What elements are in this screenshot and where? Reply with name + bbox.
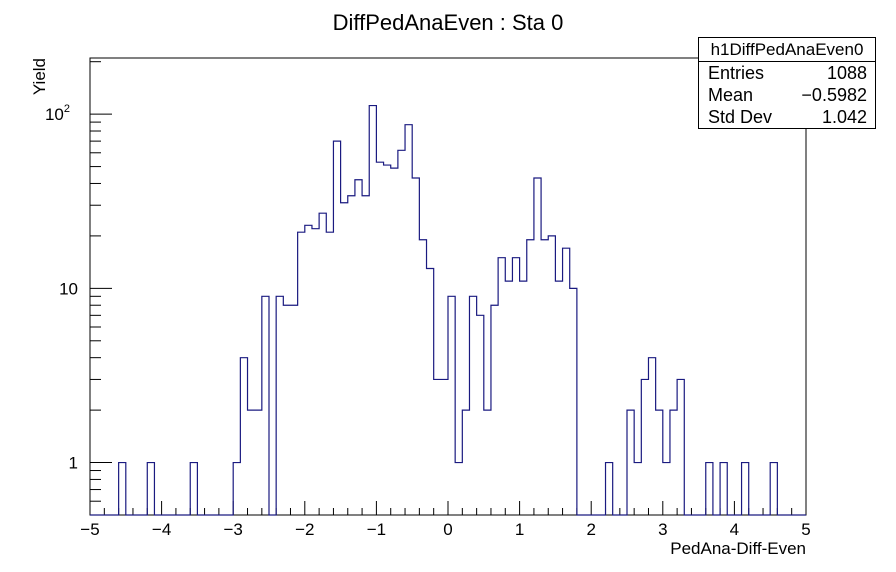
histogram-bin	[656, 410, 663, 515]
histogram-bin	[742, 463, 749, 515]
y-tick-label: 1	[69, 454, 78, 473]
histogram-bin	[391, 168, 398, 515]
histogram-bin	[706, 463, 713, 515]
histogram-bin	[462, 410, 469, 515]
histogram-bin	[248, 410, 255, 515]
stats-row-entries: Entries 1088	[699, 62, 875, 84]
histogram-bin	[512, 258, 519, 515]
histogram-bin	[355, 180, 362, 515]
histogram-bin	[505, 281, 512, 515]
histogram-bin	[527, 240, 534, 515]
y-tick-label: 102	[45, 103, 70, 124]
histogram-bin	[541, 240, 548, 515]
histogram-outline	[90, 104, 806, 516]
histogram-bin	[498, 258, 505, 515]
histogram-bin	[520, 281, 527, 515]
histogram-bin	[677, 379, 684, 515]
stats-row-mean: Mean −0.5982	[699, 84, 875, 106]
histogram-bin	[448, 296, 455, 515]
histogram-bin	[276, 296, 283, 515]
histogram-bin	[312, 229, 319, 515]
histogram-bin	[627, 410, 634, 515]
x-tick-label: 5	[801, 520, 810, 539]
histogram-bin	[477, 315, 484, 515]
histogram-bin	[484, 410, 491, 515]
stats-box: h1DiffPedAnaEven0 Entries 1088 Mean −0.5…	[698, 37, 876, 129]
histogram-bin	[419, 240, 426, 515]
histogram-bin	[369, 106, 376, 515]
stats-entries-value: 1088	[826, 63, 867, 83]
histogram-bin	[641, 379, 648, 515]
histogram-bin	[570, 288, 577, 515]
histogram-bin	[469, 296, 476, 515]
histogram-bin	[190, 463, 197, 515]
x-axis-label: PedAna-Diff-Even	[670, 539, 806, 558]
histogram-bin	[398, 150, 405, 515]
histogram-bin	[283, 305, 290, 515]
histogram-bin	[233, 463, 240, 515]
y-tick-label: 10	[59, 279, 78, 298]
histogram-bin	[240, 358, 247, 515]
stats-stddev-value: 1.042	[821, 107, 867, 127]
stats-mean-label: Mean	[708, 85, 754, 105]
histogram-bin	[441, 379, 448, 515]
histogram-bin	[147, 463, 154, 515]
histogram-bin	[362, 196, 369, 515]
histogram-bin	[720, 463, 727, 515]
histogram-bin	[434, 379, 441, 515]
x-tick-label: −1	[367, 520, 386, 539]
histogram-bin	[491, 305, 498, 515]
histogram-bin	[405, 125, 412, 515]
y-axis-label: Yield	[30, 58, 49, 95]
histogram-bin	[326, 232, 333, 515]
histogram-bin	[770, 463, 777, 515]
x-tick-label: −3	[224, 520, 243, 539]
histogram-bin	[255, 410, 262, 515]
stats-box-name: h1DiffPedAnaEven0	[699, 38, 875, 62]
histogram-bin	[634, 463, 641, 515]
histogram-bin	[376, 162, 383, 515]
histogram-bin	[348, 196, 355, 515]
histogram-bin	[119, 463, 126, 515]
histogram-bin	[670, 410, 677, 515]
histogram-bin	[341, 203, 348, 515]
histogram-bin	[548, 236, 555, 515]
x-tick-label: 3	[658, 520, 667, 539]
x-tick-label: 4	[730, 520, 739, 539]
histogram-bin	[534, 178, 541, 515]
histogram-bin	[606, 463, 613, 515]
histogram-bin	[455, 463, 462, 515]
stats-entries-label: Entries	[708, 63, 765, 83]
histogram-bin	[262, 296, 269, 515]
histogram-bin	[427, 268, 434, 515]
histogram-bin	[555, 281, 562, 515]
x-tick-label: 2	[586, 520, 595, 539]
histogram-bin	[305, 225, 312, 515]
stats-stddev-label: Std Dev	[708, 107, 773, 127]
histogram-bin	[563, 248, 570, 515]
histogram-bin	[333, 141, 340, 515]
stats-row-stddev: Std Dev 1.042	[699, 106, 875, 128]
x-tick-label: −2	[295, 520, 314, 539]
histogram-bin	[663, 463, 670, 515]
histogram-bin	[298, 232, 305, 515]
y-axis: 1 10 102	[45, 61, 112, 516]
histogram-bin	[648, 358, 655, 515]
x-tick-label: 0	[443, 520, 452, 539]
chart-title: DiffPedAnaEven : Sta 0	[333, 10, 564, 35]
histogram-bin	[412, 178, 419, 515]
x-tick-label: −5	[80, 520, 99, 539]
x-tick-label: 1	[515, 520, 524, 539]
histogram-bin	[290, 305, 297, 515]
histogram-bin	[384, 165, 391, 515]
histogram-bin	[319, 213, 326, 515]
x-tick-label: −4	[152, 520, 171, 539]
stats-mean-value: −0.5982	[801, 85, 867, 105]
